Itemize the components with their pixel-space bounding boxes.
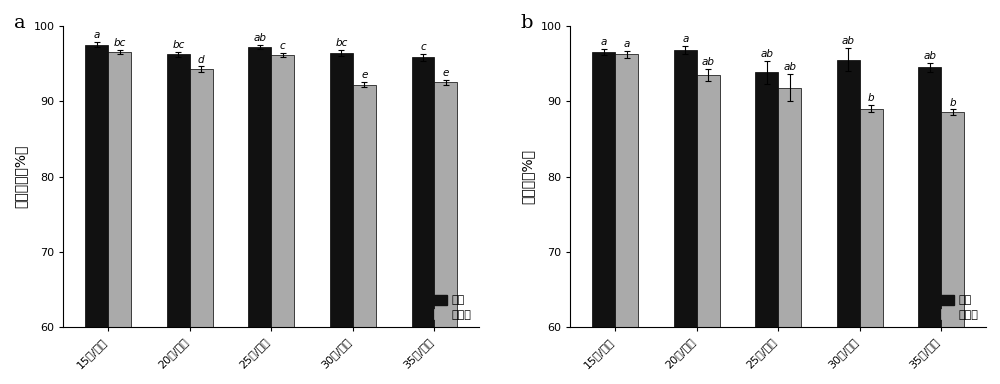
Text: c: c <box>280 41 286 51</box>
Text: a: a <box>94 30 100 40</box>
Bar <box>108 52 131 384</box>
Bar <box>412 57 434 384</box>
Y-axis label: 相对活率（%）: 相对活率（%） <box>14 145 28 208</box>
Text: ab: ab <box>923 51 936 61</box>
Bar <box>755 73 778 384</box>
Bar <box>190 70 213 384</box>
Text: bc: bc <box>335 38 348 48</box>
Legend: 置核, 不置核: 置核, 不置核 <box>432 293 474 322</box>
Bar <box>434 82 457 384</box>
Text: c: c <box>420 42 426 52</box>
Text: bc: bc <box>114 38 126 48</box>
Bar <box>592 52 615 384</box>
Text: a: a <box>623 39 630 49</box>
Text: b: b <box>868 93 874 103</box>
Bar <box>918 67 941 384</box>
Text: a: a <box>14 14 25 31</box>
Text: e: e <box>361 70 367 80</box>
Text: e: e <box>443 68 449 78</box>
Bar <box>860 109 883 384</box>
Bar <box>271 55 294 384</box>
Text: b: b <box>949 98 956 108</box>
Text: a: a <box>682 34 689 44</box>
Bar <box>353 84 376 384</box>
Bar <box>778 88 801 384</box>
Bar <box>248 47 271 384</box>
Bar <box>837 60 860 384</box>
Text: ab: ab <box>702 57 715 67</box>
Bar <box>615 55 638 384</box>
Text: d: d <box>198 55 205 65</box>
Text: ab: ab <box>783 62 796 72</box>
Bar <box>697 75 720 384</box>
Y-axis label: 回收率（%）: 回收率（%） <box>521 149 535 204</box>
Text: bc: bc <box>172 40 185 50</box>
Text: ab: ab <box>760 49 773 59</box>
Text: a: a <box>601 37 607 47</box>
Text: ab: ab <box>842 36 855 46</box>
Bar <box>941 113 964 384</box>
Bar <box>85 45 108 384</box>
Text: ab: ab <box>253 33 266 43</box>
Bar <box>167 55 190 384</box>
Bar <box>674 50 697 384</box>
Legend: 置核, 不置核: 置核, 不置核 <box>938 293 981 322</box>
Text: b: b <box>521 14 533 31</box>
Bar <box>330 53 353 384</box>
